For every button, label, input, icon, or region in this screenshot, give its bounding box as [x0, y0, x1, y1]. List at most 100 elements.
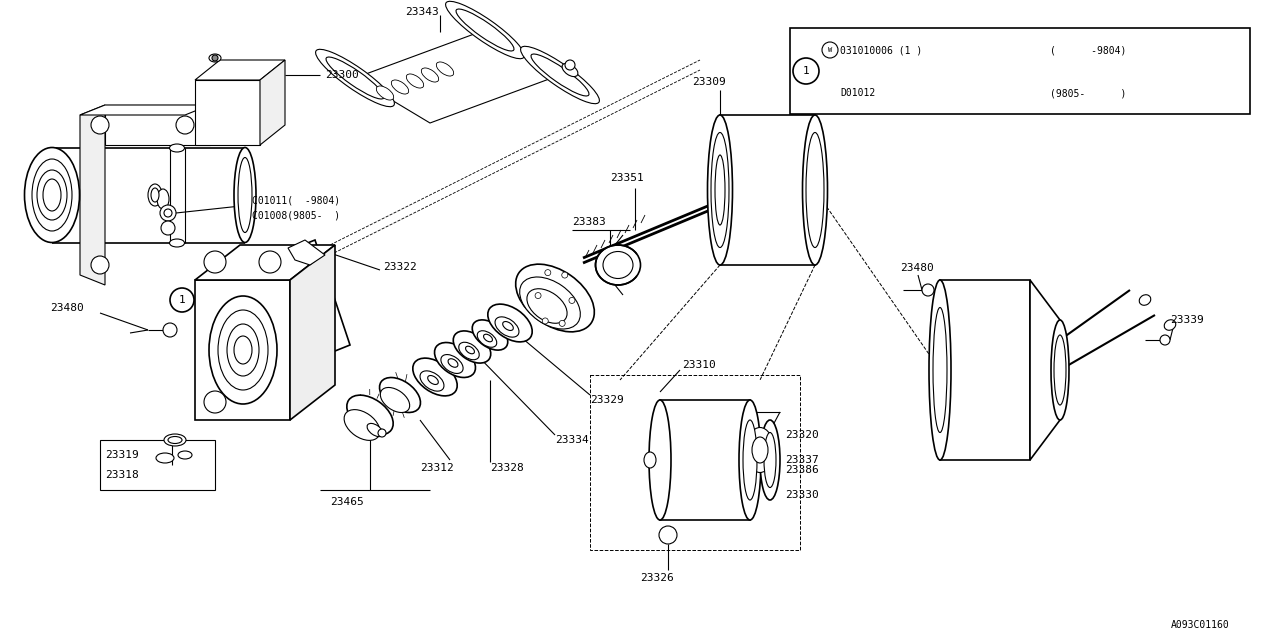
Polygon shape [355, 30, 561, 123]
Ellipse shape [739, 400, 762, 520]
Circle shape [161, 221, 175, 235]
Text: D01012: D01012 [840, 88, 876, 98]
Ellipse shape [168, 436, 182, 444]
Ellipse shape [376, 86, 394, 100]
Ellipse shape [484, 334, 493, 342]
Ellipse shape [753, 437, 768, 463]
Text: A093C01160: A093C01160 [1171, 620, 1230, 630]
Ellipse shape [803, 115, 827, 265]
Ellipse shape [209, 54, 221, 62]
Text: 23343: 23343 [404, 7, 439, 17]
Ellipse shape [742, 420, 756, 500]
Ellipse shape [421, 68, 439, 82]
Circle shape [170, 288, 195, 312]
Ellipse shape [326, 57, 384, 99]
Text: (      -9804): ( -9804) [1050, 45, 1126, 55]
Ellipse shape [495, 317, 518, 337]
Text: 23386: 23386 [785, 465, 819, 475]
Ellipse shape [595, 245, 640, 285]
Ellipse shape [521, 46, 599, 104]
Text: 23351: 23351 [611, 173, 644, 183]
Ellipse shape [710, 132, 730, 248]
Text: 23383: 23383 [572, 217, 605, 227]
Circle shape [794, 58, 819, 84]
Circle shape [164, 209, 172, 217]
Ellipse shape [164, 434, 186, 446]
Text: C01011(  -9804): C01011( -9804) [252, 195, 340, 205]
Circle shape [535, 292, 541, 298]
Text: (9805-      ): (9805- ) [1050, 88, 1126, 98]
Ellipse shape [503, 321, 513, 330]
Ellipse shape [178, 451, 192, 459]
Ellipse shape [234, 336, 252, 364]
Ellipse shape [649, 400, 671, 520]
Ellipse shape [227, 324, 259, 376]
Circle shape [204, 391, 227, 413]
Polygon shape [195, 280, 291, 420]
Polygon shape [790, 28, 1251, 114]
Circle shape [659, 526, 677, 544]
Polygon shape [291, 245, 335, 420]
Ellipse shape [644, 452, 657, 468]
Ellipse shape [148, 184, 163, 206]
Ellipse shape [456, 9, 515, 51]
Text: 23312: 23312 [420, 463, 453, 473]
Ellipse shape [406, 74, 424, 88]
Polygon shape [260, 60, 285, 145]
Ellipse shape [1139, 295, 1151, 305]
Ellipse shape [746, 428, 774, 472]
Ellipse shape [156, 453, 174, 463]
Text: 23465: 23465 [330, 497, 364, 507]
Ellipse shape [477, 331, 497, 348]
Ellipse shape [169, 239, 184, 247]
Text: 23480: 23480 [900, 263, 933, 273]
Ellipse shape [42, 177, 61, 213]
Circle shape [1160, 335, 1170, 345]
Ellipse shape [716, 155, 724, 225]
Polygon shape [195, 60, 285, 80]
Ellipse shape [520, 277, 580, 329]
Ellipse shape [347, 395, 393, 435]
Ellipse shape [562, 63, 577, 77]
Polygon shape [660, 400, 750, 520]
Polygon shape [215, 240, 349, 385]
Ellipse shape [466, 346, 475, 354]
Ellipse shape [151, 188, 159, 202]
Ellipse shape [379, 378, 421, 413]
Ellipse shape [434, 342, 475, 378]
Ellipse shape [760, 420, 780, 500]
Ellipse shape [169, 144, 184, 152]
Circle shape [543, 318, 548, 324]
Ellipse shape [603, 252, 634, 278]
Ellipse shape [516, 264, 594, 332]
Circle shape [378, 429, 387, 437]
Polygon shape [1030, 280, 1060, 460]
Text: 23329: 23329 [590, 395, 623, 405]
Polygon shape [940, 280, 1030, 460]
Polygon shape [288, 240, 325, 265]
Ellipse shape [531, 54, 589, 96]
Text: 1: 1 [803, 66, 809, 76]
Text: 23310: 23310 [682, 360, 716, 370]
Ellipse shape [453, 331, 490, 363]
Ellipse shape [488, 304, 532, 342]
Text: 23322: 23322 [383, 262, 417, 272]
Ellipse shape [367, 424, 383, 436]
Ellipse shape [209, 296, 276, 404]
Text: 23339: 23339 [1170, 315, 1203, 325]
Text: 23480: 23480 [50, 303, 83, 313]
Ellipse shape [380, 387, 410, 413]
Text: 23328: 23328 [490, 463, 524, 473]
Ellipse shape [316, 49, 394, 107]
Ellipse shape [1053, 335, 1066, 405]
Ellipse shape [238, 157, 252, 232]
Polygon shape [195, 245, 335, 280]
Polygon shape [721, 115, 815, 265]
Text: 23337: 23337 [785, 455, 819, 465]
Ellipse shape [218, 310, 268, 390]
Text: 1: 1 [179, 295, 186, 305]
Text: 23330: 23330 [785, 490, 819, 500]
Circle shape [91, 116, 109, 134]
Text: 23326: 23326 [640, 573, 673, 583]
Text: 23334: 23334 [556, 435, 589, 445]
